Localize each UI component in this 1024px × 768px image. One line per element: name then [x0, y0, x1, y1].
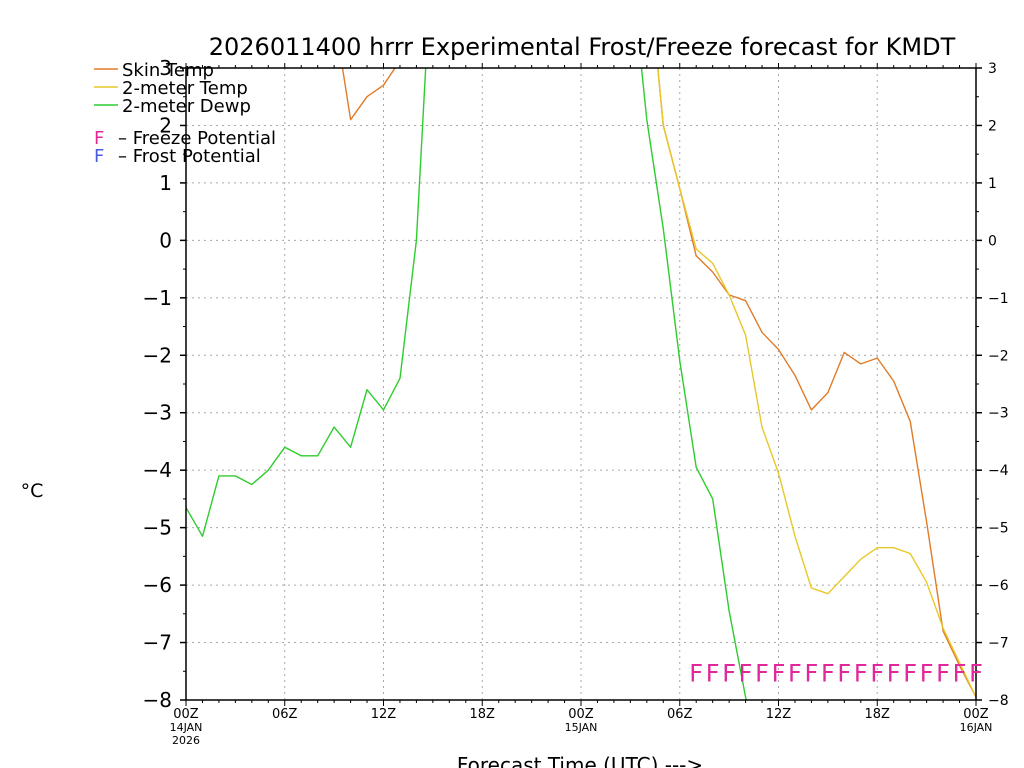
y-tick-label-right: 2 [988, 118, 997, 134]
y-tick-label-left: −5 [143, 516, 172, 540]
freeze-marker: F [870, 659, 884, 687]
y-axis-ticks: −8 −8 −7 −7 −6 −6 −5 −5 −4 −4 −3 −3 −2 −2 −1 −1 0 0 1 1 2 2 3 3 [143, 56, 1009, 712]
plot-frame [185, 67, 977, 701]
legend-label: 2-meter Temp [122, 78, 248, 99]
freeze-marker: F [953, 659, 967, 687]
freeze-marker: F [936, 659, 950, 687]
freeze-marker: F [755, 659, 769, 687]
freeze-marker: F [821, 659, 835, 687]
x-tick-label: 00Z [568, 707, 594, 722]
y-tick-label-left: −1 [143, 286, 172, 310]
x-tick-label: 00Z [963, 707, 989, 722]
y-tick-label-right: −2 [988, 348, 1009, 364]
freeze-marker: F [903, 659, 917, 687]
x-tick-label: 18Z [470, 707, 496, 722]
freeze-marker: F [969, 659, 983, 687]
y-tick-label-left: 1 [159, 171, 172, 195]
freeze-marker: F [739, 659, 753, 687]
freeze-marker: F [722, 659, 736, 687]
x-tick-label: 18Z [865, 707, 891, 722]
freeze-marker: F [689, 659, 703, 687]
freeze-marker: F [854, 659, 868, 687]
y-tick-label-left: 3 [159, 56, 172, 80]
x-tick-sublabel: 15JAN [565, 721, 598, 734]
x-tick-label: 06Z [667, 707, 693, 722]
series-line-2-meter-dewp [640, 68, 747, 700]
legend-potential-label: – Frost Potential [118, 146, 261, 167]
y-tick-label-left: −7 [143, 631, 172, 655]
y-tick-label-left: −4 [143, 458, 172, 482]
x-tick-sublabel: 16JAN [960, 721, 993, 734]
series-layer [186, 68, 976, 700]
series-line-skin-temp [657, 68, 976, 698]
y-tick-label-right: −5 [988, 521, 1009, 537]
legend-potential-symbol: F [94, 128, 104, 149]
y-axis-label: °C [21, 480, 44, 502]
legend-label: 2-meter Dewp [122, 96, 251, 117]
y-tick-label-left: 0 [159, 228, 172, 252]
x-tick-label: 12Z [766, 707, 792, 722]
y-tick-label-right: 3 [988, 61, 997, 77]
freeze-marker: F [805, 659, 819, 687]
x-axis-label: Forecast Time (UTC) ---> [457, 753, 703, 768]
y-tick-label-right: −3 [988, 406, 1009, 422]
chart-title: 2026011400 hrrr Experimental Frost/Freez… [209, 33, 956, 61]
y-tick-label-left: −8 [143, 688, 172, 712]
x-tick-label: 12Z [371, 707, 397, 722]
series-line-2-meter-temp [657, 68, 976, 698]
series-line-skin-temp [341, 68, 396, 121]
freeze-marker: F [706, 659, 720, 687]
y-tick-label-right: 1 [988, 176, 997, 192]
x-tick-label: 00Z [173, 707, 199, 722]
freeze-marker: F [788, 659, 802, 687]
y-tick-label-left: −2 [143, 343, 172, 367]
legend-potential-label: – Freeze Potential [118, 128, 276, 149]
y-tick-label-left: −6 [143, 573, 172, 597]
grid-lines [186, 68, 976, 700]
x-tick-label: 06Z [272, 707, 298, 722]
x-tick-sublabel: 14JAN [170, 721, 203, 734]
freeze-marker: F [887, 659, 901, 687]
series-line-2-meter-dewp [186, 68, 427, 537]
freeze-marker: F [772, 659, 786, 687]
freeze-marker: F [837, 659, 851, 687]
y-tick-label-right: −7 [988, 636, 1009, 652]
y-tick-label-right: −4 [988, 463, 1009, 479]
freeze-marker: F [920, 659, 934, 687]
legend-label: Skin Temp [122, 60, 214, 81]
y-tick-label-right: −6 [988, 578, 1009, 594]
legend-potential-symbol: F [94, 146, 104, 167]
y-tick-label-right: −8 [988, 693, 1009, 709]
x-tick-sublabel: 2026 [172, 734, 200, 747]
y-tick-label-left: 2 [159, 113, 172, 137]
y-tick-label-right: −1 [988, 291, 1009, 307]
y-tick-label-left: −3 [143, 401, 172, 425]
y-tick-label-right: 0 [988, 233, 997, 249]
